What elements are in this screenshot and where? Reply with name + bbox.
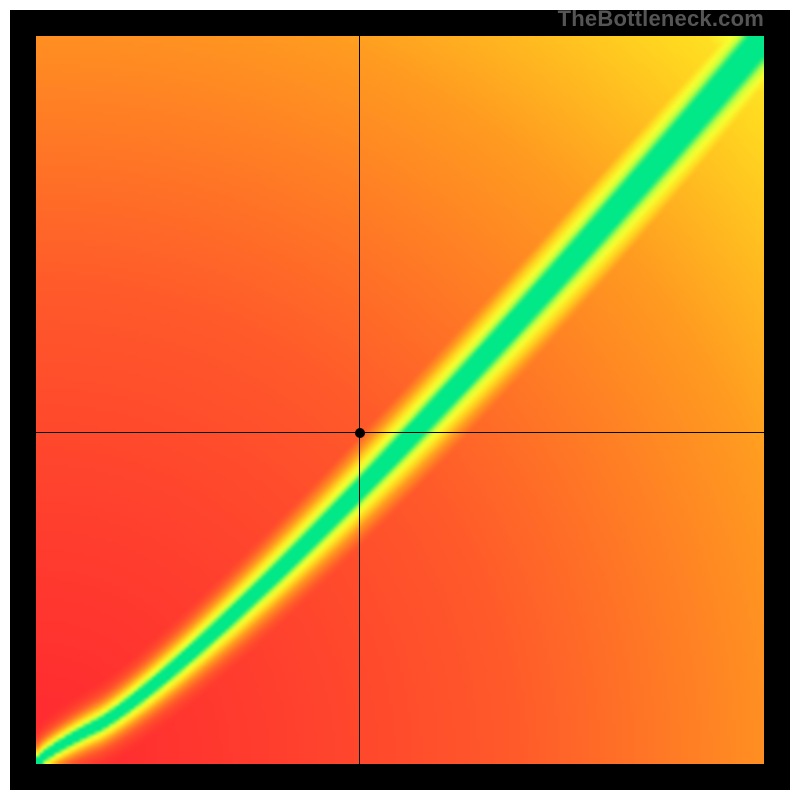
watermark-text: TheBottleneck.com	[558, 6, 764, 32]
crosshair-vertical	[359, 36, 360, 764]
plot-area	[36, 36, 764, 764]
crosshair-marker	[355, 428, 365, 438]
heatmap-canvas	[36, 36, 764, 764]
crosshair-horizontal	[36, 432, 764, 433]
chart-container: TheBottleneck.com	[0, 0, 800, 800]
